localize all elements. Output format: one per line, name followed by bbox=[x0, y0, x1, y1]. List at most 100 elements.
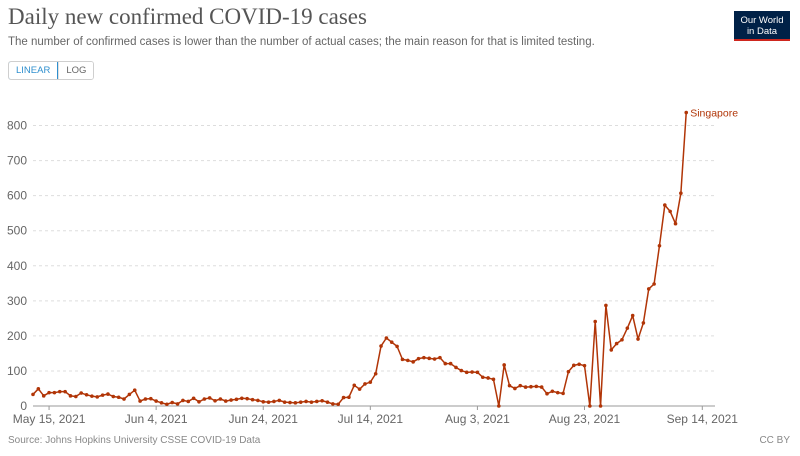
data-point[interactable] bbox=[555, 390, 560, 395]
data-point[interactable] bbox=[218, 397, 223, 401]
data-point[interactable] bbox=[395, 344, 399, 349]
data-point[interactable] bbox=[181, 398, 185, 403]
data-point[interactable] bbox=[614, 341, 619, 346]
data-point[interactable] bbox=[298, 400, 303, 404]
data-point[interactable] bbox=[47, 390, 51, 395]
data-point[interactable] bbox=[213, 398, 217, 403]
data-point[interactable] bbox=[36, 387, 41, 391]
data-point[interactable] bbox=[106, 392, 110, 396]
data-point[interactable] bbox=[304, 399, 308, 404]
data-point[interactable] bbox=[641, 321, 646, 325]
data-point[interactable] bbox=[63, 389, 67, 394]
data-point[interactable] bbox=[373, 371, 378, 376]
data-point[interactable] bbox=[41, 394, 46, 398]
data-point[interactable] bbox=[282, 400, 287, 404]
data-point[interactable] bbox=[513, 386, 517, 391]
data-point[interactable] bbox=[673, 221, 678, 226]
data-point[interactable] bbox=[293, 401, 298, 405]
data-point[interactable] bbox=[566, 369, 571, 374]
data-point[interactable] bbox=[684, 110, 689, 115]
data-point[interactable] bbox=[165, 402, 169, 407]
data-point[interactable] bbox=[336, 402, 341, 407]
data-point[interactable] bbox=[111, 394, 116, 399]
owid-logo[interactable]: Our World in Data bbox=[734, 11, 790, 41]
data-point[interactable] bbox=[470, 370, 474, 374]
data-point[interactable] bbox=[331, 402, 335, 406]
data-point[interactable] bbox=[341, 395, 346, 400]
data-point[interactable] bbox=[84, 392, 89, 397]
data-point[interactable] bbox=[422, 355, 426, 360]
data-point[interactable] bbox=[277, 398, 282, 403]
data-point[interactable] bbox=[609, 348, 614, 352]
data-point[interactable] bbox=[368, 380, 373, 384]
data-point[interactable] bbox=[389, 340, 394, 344]
linear-scale-button[interactable]: LINEAR bbox=[9, 62, 59, 79]
data-point[interactable] bbox=[577, 362, 581, 367]
data-point[interactable] bbox=[357, 387, 362, 391]
data-point[interactable] bbox=[679, 191, 683, 195]
data-point[interactable] bbox=[352, 383, 357, 388]
data-point[interactable] bbox=[598, 404, 603, 408]
license-link[interactable]: CC BY bbox=[759, 435, 790, 446]
data-point[interactable] bbox=[143, 397, 148, 401]
data-point[interactable] bbox=[604, 303, 608, 308]
data-point[interactable] bbox=[229, 398, 233, 402]
data-point[interactable] bbox=[545, 391, 549, 396]
data-point[interactable] bbox=[432, 357, 437, 361]
data-point[interactable] bbox=[523, 385, 528, 389]
data-point[interactable] bbox=[620, 337, 624, 342]
data-point[interactable] bbox=[320, 398, 324, 403]
data-point[interactable] bbox=[663, 203, 667, 207]
data-point[interactable] bbox=[438, 355, 442, 360]
data-point[interactable] bbox=[207, 396, 212, 400]
data-point[interactable] bbox=[406, 358, 410, 363]
data-point[interactable] bbox=[593, 319, 597, 324]
data-point[interactable] bbox=[497, 404, 501, 408]
data-point[interactable] bbox=[127, 392, 132, 397]
data-point[interactable] bbox=[191, 396, 196, 401]
data-point[interactable] bbox=[122, 397, 126, 401]
data-point[interactable] bbox=[459, 368, 464, 373]
data-point[interactable] bbox=[186, 399, 191, 404]
data-point[interactable] bbox=[454, 365, 458, 370]
data-point[interactable] bbox=[529, 384, 533, 389]
data-point[interactable] bbox=[57, 389, 62, 394]
data-point[interactable] bbox=[90, 394, 94, 398]
data-point[interactable] bbox=[486, 376, 490, 380]
data-point[interactable] bbox=[325, 400, 330, 404]
data-point[interactable] bbox=[266, 400, 271, 404]
data-point[interactable] bbox=[480, 375, 485, 380]
data-point[interactable] bbox=[646, 287, 651, 291]
data-point[interactable] bbox=[475, 370, 480, 375]
data-point[interactable] bbox=[625, 326, 630, 330]
data-point[interactable] bbox=[256, 398, 260, 403]
data-point[interactable] bbox=[427, 356, 432, 361]
data-point[interactable] bbox=[250, 397, 255, 402]
data-point[interactable] bbox=[491, 377, 496, 382]
data-point[interactable] bbox=[347, 395, 351, 400]
data-point[interactable] bbox=[197, 399, 201, 404]
data-point[interactable] bbox=[464, 370, 469, 375]
data-point[interactable] bbox=[571, 363, 576, 368]
data-point[interactable] bbox=[534, 384, 539, 389]
series-label-singapore[interactable]: Singapore bbox=[690, 108, 738, 120]
data-point[interactable] bbox=[202, 397, 207, 401]
data-point[interactable] bbox=[240, 396, 244, 401]
data-point[interactable] bbox=[223, 399, 228, 403]
data-point[interactable] bbox=[149, 396, 153, 401]
data-point[interactable] bbox=[309, 400, 314, 404]
data-point[interactable] bbox=[668, 209, 672, 214]
data-point[interactable] bbox=[138, 399, 142, 403]
data-point[interactable] bbox=[272, 399, 276, 404]
data-point[interactable] bbox=[175, 402, 180, 406]
data-point[interactable] bbox=[400, 357, 405, 362]
data-point[interactable] bbox=[234, 397, 239, 402]
data-point[interactable] bbox=[448, 361, 453, 366]
data-point[interactable] bbox=[159, 401, 164, 405]
data-point[interactable] bbox=[636, 337, 640, 341]
log-scale-button[interactable]: LOG bbox=[58, 62, 94, 79]
data-point[interactable] bbox=[502, 363, 506, 367]
data-point[interactable] bbox=[95, 395, 100, 399]
data-point[interactable] bbox=[100, 393, 105, 397]
data-point[interactable] bbox=[630, 313, 635, 318]
